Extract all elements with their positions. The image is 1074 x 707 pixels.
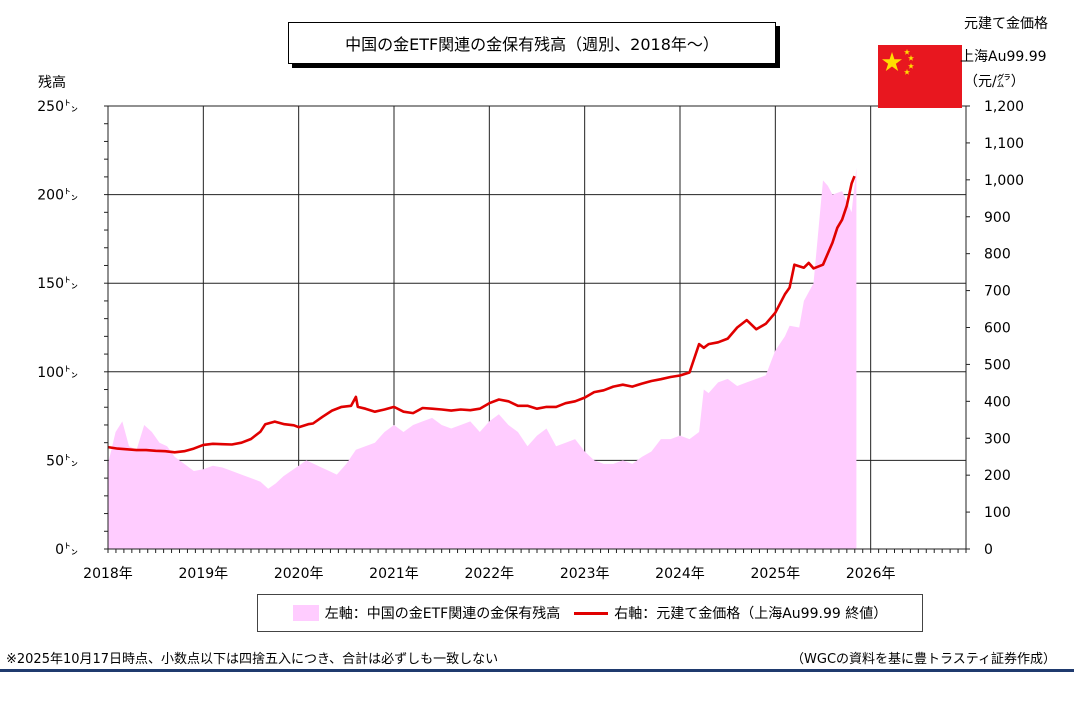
bottom-rule <box>0 669 1074 672</box>
legend: 左軸：中国の金ETF関連の金保有残高 右軸：元建て金価格（上海Au99.99 終… <box>257 594 923 632</box>
x-tick-label: 2025年 <box>751 566 801 582</box>
right-tick-label: 700 <box>984 284 1011 300</box>
x-tick-label: 2022年 <box>465 566 515 582</box>
left-tick-label: 100㌧ <box>37 365 78 381</box>
source-note: （WGCの資料を基に豊トラスティ証券作成） <box>791 652 1056 667</box>
right-tick-label: 400 <box>984 394 1011 410</box>
x-tick-label: 2024年 <box>655 566 705 582</box>
right-tick-label: 1,200 <box>984 99 1024 115</box>
right-tick-label: 200 <box>984 468 1011 484</box>
left-tick-label: 0㌧ <box>55 542 78 558</box>
footnote: ※2025年10月17日時点、小数点以下は四捨五入につき、合計は必ずしも一致しな… <box>6 652 499 667</box>
legend-swatch-line <box>574 611 609 615</box>
legend-label-price: 右軸：元建て金価格（上海Au99.99 終値） <box>614 606 888 622</box>
right-tick-label: 300 <box>984 431 1011 447</box>
holdings-area-series <box>108 168 857 549</box>
right-tick-label: 100 <box>984 505 1011 521</box>
right-tick-label: 900 <box>984 210 1011 226</box>
price-line-series <box>107 175 856 454</box>
china-flag-icon <box>878 45 962 108</box>
right-axis-label-line1: 元建て金価格 <box>964 16 1048 32</box>
holdings-area <box>108 168 857 549</box>
x-tick-label: 2019年 <box>179 566 229 582</box>
right-tick-label: 1,100 <box>984 136 1024 152</box>
x-tick-label: 2026年 <box>846 566 896 582</box>
left-axis-label: 残高 <box>38 75 66 91</box>
price-line <box>107 175 856 454</box>
left-tick-label: 150㌧ <box>37 276 78 292</box>
left-tick-label: 50㌧ <box>46 453 78 469</box>
right-axis-label-line2: 上海Au99.99 <box>960 49 1047 65</box>
legend-item-holdings: 左軸：中国の金ETF関連の金保有残高 <box>292 603 561 623</box>
right-tick-label: 1,000 <box>984 173 1024 189</box>
right-tick-label: 600 <box>984 321 1011 337</box>
left-tick-label: 250㌧ <box>37 99 78 115</box>
right-tick-label: 800 <box>984 247 1011 263</box>
legend-item-price: 右軸：元建て金価格（上海Au99.99 終値） <box>574 603 887 623</box>
tick-labels: 0㌧ 50㌧ 100㌧ 150㌧ 200㌧ 250㌧ 2018年 2019年 2020年 2021… <box>37 99 1024 582</box>
chart-title: 中国の金ETF関連の金保有残高（週別、2018年～） <box>288 22 776 64</box>
left-tick-label: 200㌧ <box>37 188 78 204</box>
right-axis-label-unit: （元/㌘） <box>964 74 1025 90</box>
x-tick-label: 2021年 <box>369 566 419 582</box>
legend-label-holdings: 左軸：中国の金ETF関連の金保有残高 <box>324 606 561 622</box>
legend-swatch-area <box>292 605 319 621</box>
x-tick-label: 2018年 <box>83 566 133 582</box>
axes <box>104 105 970 553</box>
right-tick-label: 0 <box>984 542 993 558</box>
x-tick-label: 2020年 <box>274 566 324 582</box>
right-tick-label: 500 <box>984 357 1011 373</box>
x-tick-label: 2023年 <box>560 566 610 582</box>
